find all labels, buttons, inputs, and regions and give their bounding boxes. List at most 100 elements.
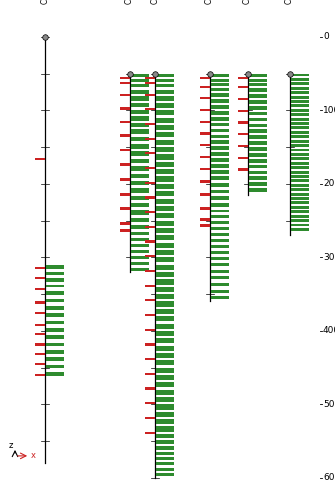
Bar — [155, 140, 174, 145]
Bar — [131, 232, 148, 235]
Bar — [155, 452, 174, 455]
Bar — [249, 112, 267, 116]
Bar — [120, 108, 130, 110]
Bar — [210, 283, 228, 286]
Bar — [238, 156, 248, 159]
Bar — [155, 258, 174, 262]
Bar — [155, 287, 174, 292]
Bar — [210, 222, 228, 224]
Bar — [210, 239, 228, 242]
Bar — [238, 86, 248, 88]
Bar — [238, 145, 248, 147]
Bar — [35, 353, 45, 355]
Bar — [210, 290, 228, 292]
Bar — [155, 462, 174, 466]
Bar — [131, 181, 148, 186]
Bar — [144, 94, 154, 96]
Bar — [144, 226, 154, 228]
Bar — [131, 123, 148, 127]
Bar — [35, 312, 45, 314]
Bar — [210, 216, 228, 218]
Bar — [46, 336, 64, 339]
Bar — [249, 74, 267, 77]
Bar — [120, 163, 130, 166]
Bar — [46, 364, 64, 368]
Bar — [290, 219, 309, 222]
Bar — [131, 250, 148, 253]
Bar — [35, 302, 45, 304]
Bar — [120, 82, 130, 84]
Bar — [131, 262, 148, 264]
Bar — [290, 197, 309, 200]
Bar — [290, 100, 309, 103]
Bar — [200, 97, 209, 100]
Bar — [210, 210, 228, 212]
Bar — [210, 83, 228, 86]
Bar — [249, 141, 267, 145]
Bar — [155, 473, 174, 476]
Bar — [35, 288, 45, 290]
Bar — [210, 88, 228, 91]
Bar — [155, 346, 174, 350]
Bar — [210, 158, 228, 162]
Text: C083 8: C083 8 — [285, 0, 294, 4]
Bar — [46, 313, 64, 317]
Bar — [155, 412, 174, 417]
Bar — [120, 178, 130, 181]
Bar — [46, 328, 64, 332]
Bar — [210, 123, 228, 126]
Bar — [210, 270, 228, 273]
Bar — [210, 78, 228, 82]
Bar — [46, 350, 64, 354]
Bar — [155, 468, 174, 470]
Bar — [144, 417, 154, 419]
Bar — [155, 162, 174, 167]
Bar — [210, 196, 228, 200]
Bar — [120, 148, 130, 152]
Bar — [155, 191, 174, 196]
Bar — [210, 203, 228, 206]
Bar — [131, 188, 148, 192]
Bar — [200, 156, 209, 158]
Bar — [120, 77, 130, 78]
Bar — [155, 382, 174, 388]
Bar — [290, 113, 309, 116]
Bar — [249, 136, 267, 139]
Bar — [144, 152, 154, 154]
Bar — [155, 397, 174, 402]
Bar — [155, 147, 174, 152]
Bar — [200, 194, 209, 196]
Bar — [131, 174, 148, 178]
Bar — [238, 110, 248, 112]
Bar — [155, 169, 174, 174]
Bar — [144, 402, 154, 404]
Text: 400: 400 — [323, 326, 335, 336]
Bar — [120, 208, 130, 210]
Bar — [144, 314, 154, 316]
Bar — [290, 158, 309, 160]
Bar — [290, 192, 309, 196]
Text: CHDCUM2: CHDCUM2 — [150, 0, 159, 4]
Bar — [46, 272, 64, 275]
Bar — [238, 98, 248, 100]
Bar — [46, 284, 64, 288]
Bar — [290, 224, 309, 226]
Bar — [155, 74, 174, 77]
Bar — [155, 78, 174, 82]
Bar — [120, 192, 130, 196]
Bar — [200, 109, 209, 111]
Bar — [210, 146, 228, 150]
Bar — [155, 294, 174, 300]
Bar — [155, 220, 174, 226]
Bar — [210, 276, 228, 280]
Bar — [210, 170, 228, 173]
Bar — [200, 77, 209, 78]
Bar — [249, 159, 267, 162]
Bar — [144, 284, 154, 287]
Text: x: x — [30, 452, 36, 460]
Bar — [249, 124, 267, 127]
Bar — [200, 224, 209, 227]
Bar — [131, 116, 148, 120]
Bar — [290, 140, 309, 142]
Bar — [120, 120, 130, 123]
